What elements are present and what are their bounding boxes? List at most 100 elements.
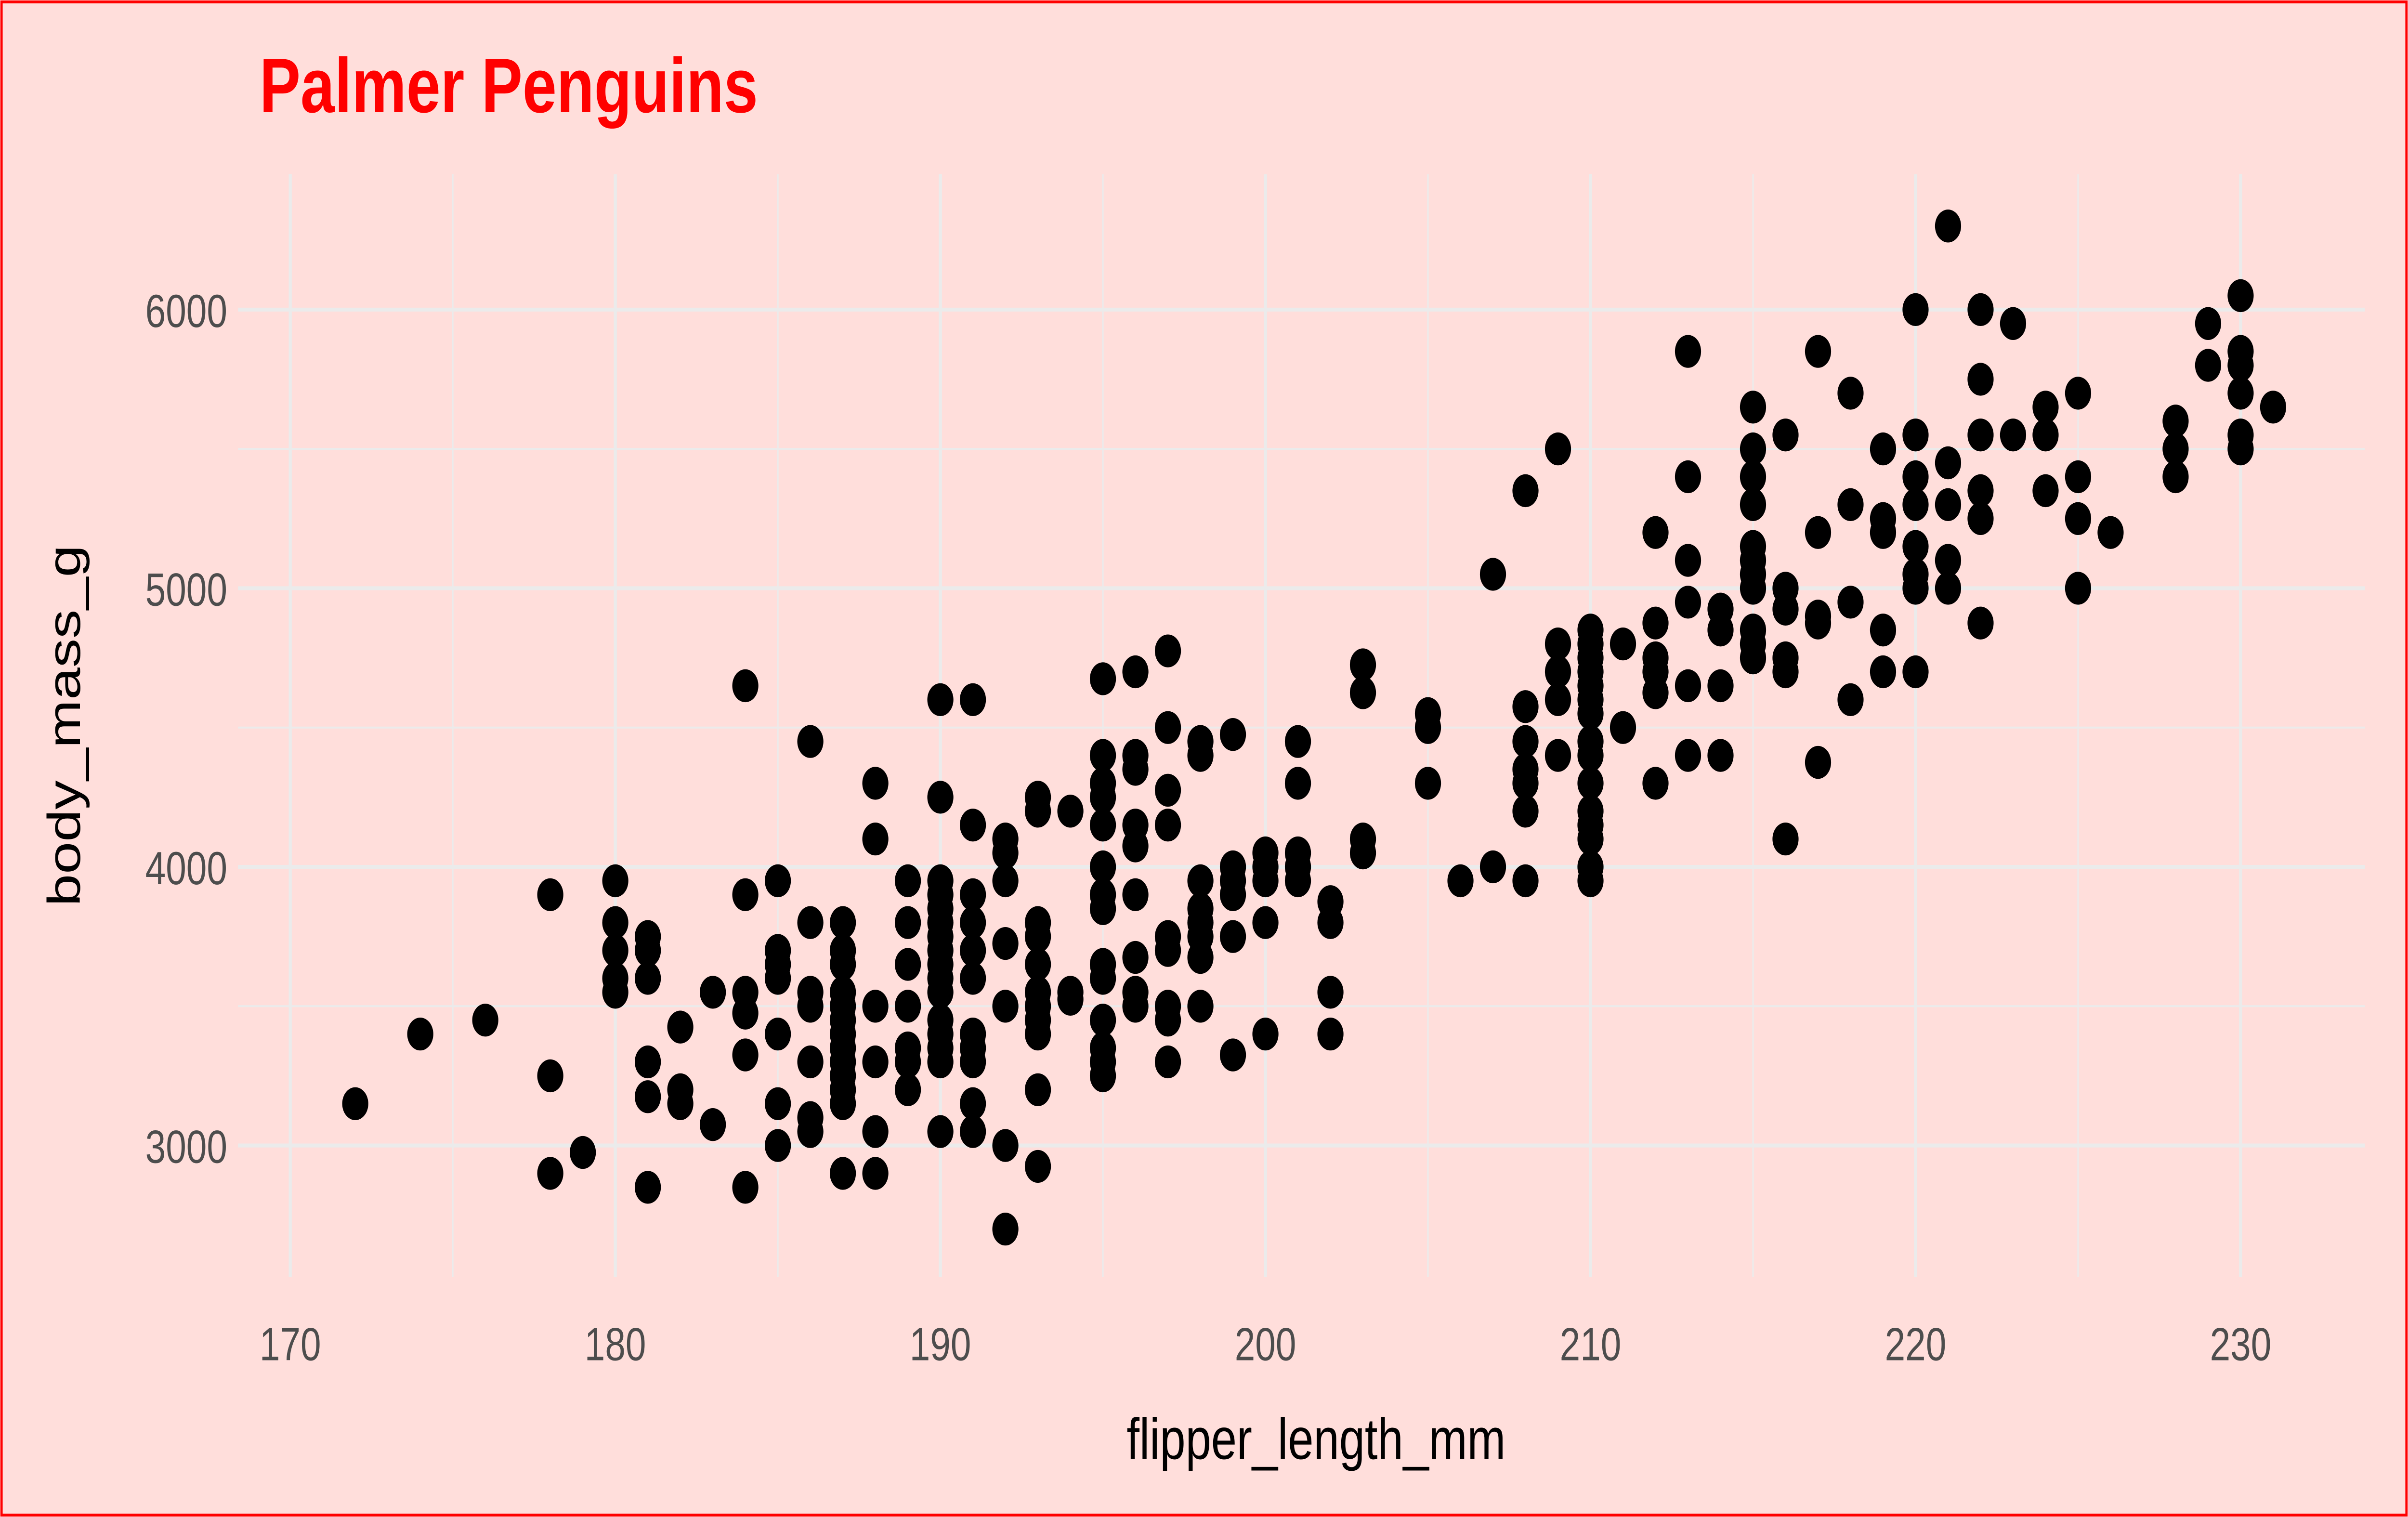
x-tick-label: 180 xyxy=(585,1319,646,1370)
data-point xyxy=(1805,335,1832,368)
data-point xyxy=(830,948,856,981)
x-tick-label: 220 xyxy=(1885,1319,1947,1370)
data-point xyxy=(1577,697,1604,730)
data-point xyxy=(1740,432,1767,466)
data-point xyxy=(1317,976,1344,1009)
data-point xyxy=(1935,572,1962,605)
data-point xyxy=(2260,391,2287,424)
data-point xyxy=(894,906,921,939)
data-point xyxy=(2227,349,2254,382)
data-point xyxy=(765,1017,791,1051)
data-point xyxy=(959,809,986,842)
y-tick-label: 6000 xyxy=(145,286,227,337)
data-point xyxy=(1122,753,1149,786)
data-point xyxy=(1675,460,1701,494)
x-tick-label: 200 xyxy=(1235,1319,1296,1370)
data-point xyxy=(635,1045,661,1079)
data-point xyxy=(1772,822,1799,856)
data-point xyxy=(1740,460,1767,494)
data-point xyxy=(2000,307,2027,340)
data-point xyxy=(862,1157,889,1190)
x-axis-title: flipper_length_mm xyxy=(1126,1407,1505,1472)
data-point xyxy=(862,822,889,856)
data-point xyxy=(1935,209,1962,243)
data-point xyxy=(1577,822,1604,856)
data-point xyxy=(2162,405,2189,438)
data-point xyxy=(1252,864,1279,898)
data-point xyxy=(2227,432,2254,466)
y-tick-labels: 3000 4000 5000 6000 xyxy=(145,286,227,1173)
data-point xyxy=(1740,641,1767,675)
data-point xyxy=(992,864,1019,898)
data-point xyxy=(1967,606,1994,640)
data-point xyxy=(407,1017,433,1051)
data-point xyxy=(765,962,791,995)
data-point xyxy=(732,878,759,912)
data-point xyxy=(602,934,628,967)
data-point xyxy=(1024,1150,1051,1183)
data-point xyxy=(1219,878,1246,912)
data-point xyxy=(1577,767,1604,800)
data-point xyxy=(570,1136,596,1169)
data-point xyxy=(1675,739,1701,772)
data-point xyxy=(1512,725,1539,758)
data-point xyxy=(602,864,628,898)
data-point xyxy=(1187,739,1214,772)
data-point xyxy=(1967,474,1994,508)
data-point xyxy=(862,1115,889,1148)
data-point xyxy=(1089,662,1116,695)
data-point xyxy=(1870,614,1897,647)
data-point xyxy=(635,1171,661,1204)
data-point xyxy=(894,1073,921,1107)
data-point xyxy=(894,948,921,981)
data-point xyxy=(2195,349,2222,382)
data-point xyxy=(894,1045,921,1079)
data-point xyxy=(732,1171,759,1204)
data-point xyxy=(830,906,856,939)
data-point xyxy=(1935,488,1962,522)
data-point xyxy=(1902,530,1929,563)
data-point xyxy=(1544,627,1571,661)
data-point xyxy=(1024,948,1051,981)
data-point xyxy=(1837,586,1864,619)
data-point xyxy=(1675,544,1701,577)
data-point xyxy=(1024,1017,1051,1051)
data-point xyxy=(1089,739,1116,772)
data-point xyxy=(797,906,824,939)
data-point xyxy=(1089,892,1116,925)
data-point xyxy=(1902,460,1929,494)
data-point xyxy=(1870,655,1897,689)
data-point xyxy=(732,669,759,703)
data-point xyxy=(1610,711,1636,744)
data-point xyxy=(1154,934,1181,967)
data-point xyxy=(2195,307,2222,340)
data-point xyxy=(2097,516,2124,549)
data-point xyxy=(1837,683,1864,717)
data-point xyxy=(1154,1004,1181,1037)
data-point xyxy=(1284,864,1311,898)
data-point xyxy=(1512,474,1539,508)
data-point xyxy=(1057,982,1084,1016)
data-point xyxy=(1154,634,1181,667)
y-tick-label: 3000 xyxy=(145,1121,227,1173)
y-tick-label: 4000 xyxy=(145,843,227,894)
data-point xyxy=(992,1212,1019,1246)
data-point xyxy=(927,683,954,717)
data-point xyxy=(1414,711,1441,744)
data-point xyxy=(992,927,1019,960)
chart-title: Palmer Penguins xyxy=(260,42,758,129)
data-point xyxy=(959,906,986,939)
data-point xyxy=(1772,592,1799,626)
data-point xyxy=(959,1045,986,1079)
data-point xyxy=(1935,446,1962,480)
data-point xyxy=(1675,335,1701,368)
data-point xyxy=(2032,418,2059,452)
data-point xyxy=(1219,1038,1246,1072)
data-point xyxy=(1024,920,1051,953)
data-point xyxy=(1349,836,1376,870)
data-point xyxy=(537,878,563,912)
data-point xyxy=(2162,460,2189,494)
data-point xyxy=(1349,676,1376,709)
data-point xyxy=(862,1045,889,1079)
